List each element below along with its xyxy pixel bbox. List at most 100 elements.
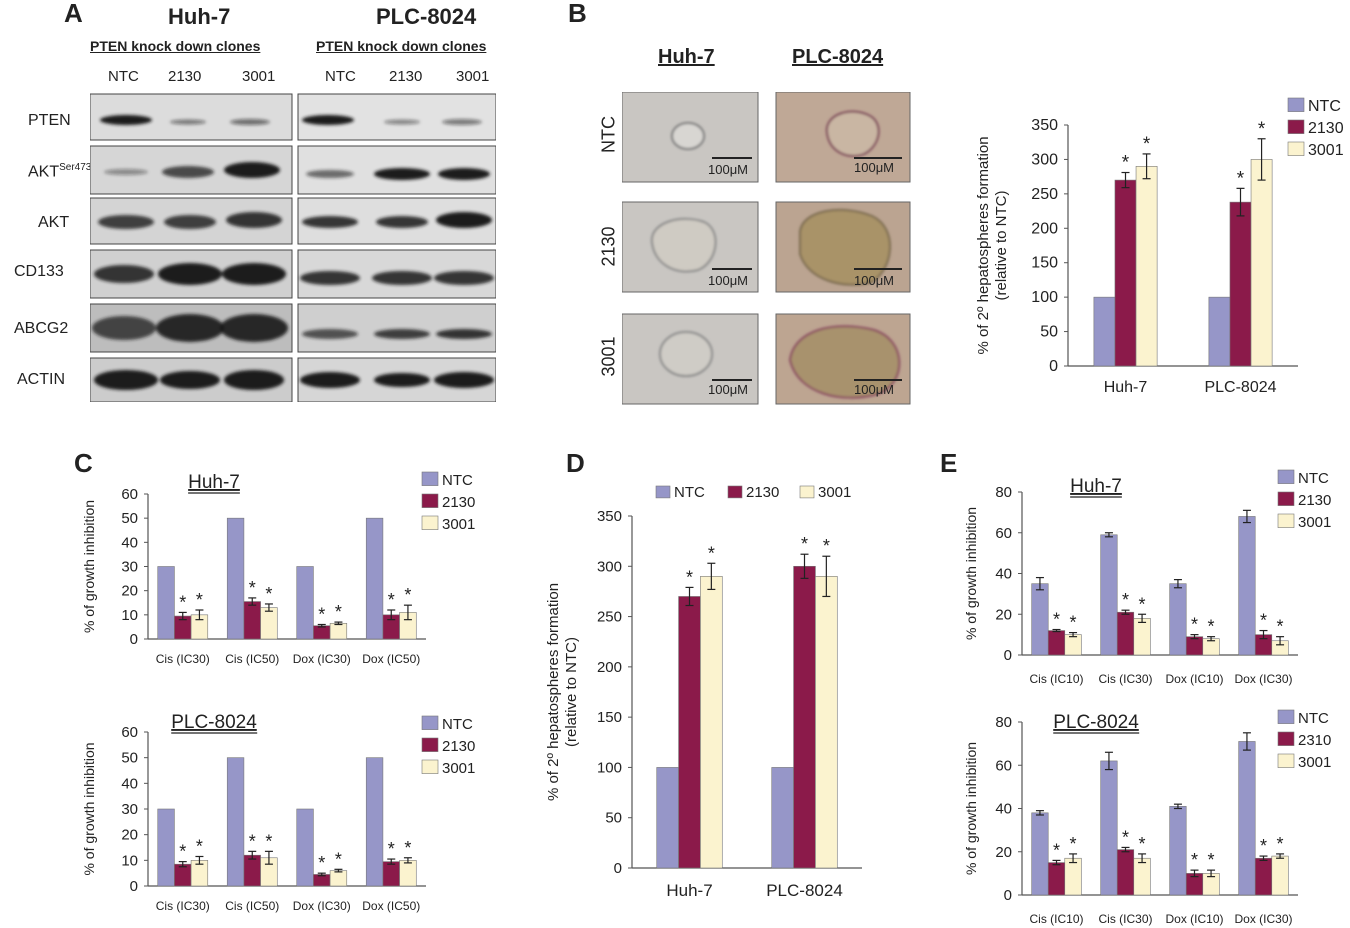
x-category-label: Cis (IC30) xyxy=(1098,672,1152,686)
legend-swatch xyxy=(1277,753,1295,768)
y-tick-label: 0 xyxy=(130,878,138,895)
bar-3001 xyxy=(1250,159,1273,367)
legend-label: 3001 xyxy=(818,484,851,501)
chart-c-plc8024: 0 10 20 30 40 50 60 % of growth inhibition * * Cis… xyxy=(84,712,475,913)
legend-label: 3001 xyxy=(442,760,475,777)
lane-label: 2130 xyxy=(168,68,202,85)
blot-strips xyxy=(90,93,496,402)
y-tick-label: 40 xyxy=(121,775,138,792)
legend-label: 2130 xyxy=(442,738,475,755)
panel-a-cellline-plc8024: PLC-8024 xyxy=(376,4,477,29)
y-axis-label-group: % of growth inhibition xyxy=(966,742,979,875)
significance-asterisk: * xyxy=(1208,850,1215,870)
bar-3001 xyxy=(1133,857,1151,896)
significance-asterisk: * xyxy=(388,839,395,859)
y-tick-label: 50 xyxy=(121,750,138,767)
legend-swatch xyxy=(1287,97,1305,112)
significance-asterisk: * xyxy=(1122,153,1130,174)
significance-asterisk: * xyxy=(335,602,342,622)
bar-2130 xyxy=(1047,630,1066,656)
bar-3001 xyxy=(1064,634,1082,656)
protein-label-akt: AKT xyxy=(38,214,70,231)
lane-label: 2130 xyxy=(389,68,423,85)
legend-label: NTC xyxy=(1308,98,1341,115)
significance-asterisk: * xyxy=(318,853,325,873)
significance-asterisk: * xyxy=(1208,617,1215,637)
panel-b-row-label-2130: 2130 xyxy=(598,226,619,267)
panel-b-col-title-huh7: Huh-7 xyxy=(658,46,715,68)
chart-d-hepatosphere: 0 50 100 150 200 250 300 350 % of 2º hepatospher… xyxy=(545,484,862,900)
bar-ntc xyxy=(1093,296,1116,367)
x-category-label: Cis (IC50) xyxy=(225,899,279,913)
significance-asterisk: * xyxy=(1237,168,1245,189)
legend-swatch xyxy=(1287,141,1305,156)
bar-2130 xyxy=(243,601,261,640)
x-category-label: Dox (IC10) xyxy=(1165,672,1223,686)
bar-ntc xyxy=(1031,583,1049,656)
y-tick-label: 30 xyxy=(121,801,138,818)
y-tick-label: 40 xyxy=(121,534,138,551)
y-axis-label: % of growth inhibition xyxy=(84,500,97,633)
bar-2130 xyxy=(1114,179,1137,367)
micrograph-huh7-3001 xyxy=(622,313,759,405)
legend-swatch xyxy=(1277,513,1295,528)
panel-a-letter: A xyxy=(64,0,83,28)
bar-ntc xyxy=(1031,812,1049,896)
y-axis-label-group: % of growth inhibition xyxy=(84,742,97,875)
legend-label: NTC xyxy=(674,484,705,501)
lane-label: 3001 xyxy=(456,68,490,85)
y-tick-label: 60 xyxy=(121,724,138,741)
bar-2130 xyxy=(243,854,261,887)
legend-swatch xyxy=(1287,119,1305,134)
bar-ntc xyxy=(771,767,794,869)
bar-3001 xyxy=(1135,166,1158,367)
x-category-label: Dox (IC30) xyxy=(1234,912,1292,926)
bar-ntc xyxy=(1100,534,1118,656)
bar-2130 xyxy=(1116,611,1135,656)
legend-swatch xyxy=(727,485,743,499)
y-tick-label: 0 xyxy=(1004,887,1012,904)
micrograph-plc-2130 xyxy=(775,201,911,293)
chart-title: Huh-7 xyxy=(188,472,240,493)
y-tick-label: 80 xyxy=(995,714,1012,731)
x-category-label: Dox (IC50) xyxy=(362,899,420,913)
y-tick-label: 10 xyxy=(121,852,138,869)
bar-ntc xyxy=(365,517,384,640)
panel-b-letter: B xyxy=(568,0,587,28)
x-category-label: Dox (IC30) xyxy=(1234,672,1292,686)
scale-bar-label: 100μM xyxy=(854,382,895,397)
significance-asterisk: * xyxy=(404,585,411,605)
bar-2130 xyxy=(1229,201,1252,367)
significance-asterisk: * xyxy=(179,592,186,612)
x-category-label: PLC-8024 xyxy=(766,881,843,900)
legend-label: 3001 xyxy=(442,516,475,533)
legend-label: NTC xyxy=(1298,470,1329,487)
micrograph-plc-ntc xyxy=(775,92,911,183)
bar-3001 xyxy=(1064,857,1082,896)
bar-ntc xyxy=(296,566,314,640)
lane-label: NTC xyxy=(108,68,139,85)
significance-asterisk: * xyxy=(1191,615,1198,635)
significance-asterisk: * xyxy=(1070,834,1077,854)
significance-asterisk: * xyxy=(196,836,203,856)
y-tick-label: 40 xyxy=(995,801,1012,818)
y-tick-label: 20 xyxy=(995,844,1012,861)
x-category-label: Cis (IC30) xyxy=(156,899,210,913)
y-tick-label: 0 xyxy=(130,631,138,648)
scale-bar-label: 100μM xyxy=(708,162,749,177)
significance-asterisk: * xyxy=(1122,590,1129,610)
y-tick-label: 20 xyxy=(121,583,138,600)
chart-title: PLC-8024 xyxy=(1053,712,1139,733)
y-axis-label-group: % of 2º hepatospheres formation (relative… xyxy=(545,583,580,801)
panel-c-letter: C xyxy=(74,448,93,478)
legend-swatch xyxy=(1277,491,1295,506)
significance-asterisk: * xyxy=(1260,611,1267,631)
bar-ntc xyxy=(226,757,245,887)
legend-swatch xyxy=(421,515,439,530)
y-tick-label: 50 xyxy=(605,810,622,827)
significance-asterisk: * xyxy=(249,578,256,598)
bar-2310 xyxy=(1116,849,1135,896)
y-tick-label: 350 xyxy=(1031,117,1058,134)
bar-ntc xyxy=(157,808,175,887)
panel-a-subtitle-plc8024: PTEN knock down clones xyxy=(316,38,487,54)
